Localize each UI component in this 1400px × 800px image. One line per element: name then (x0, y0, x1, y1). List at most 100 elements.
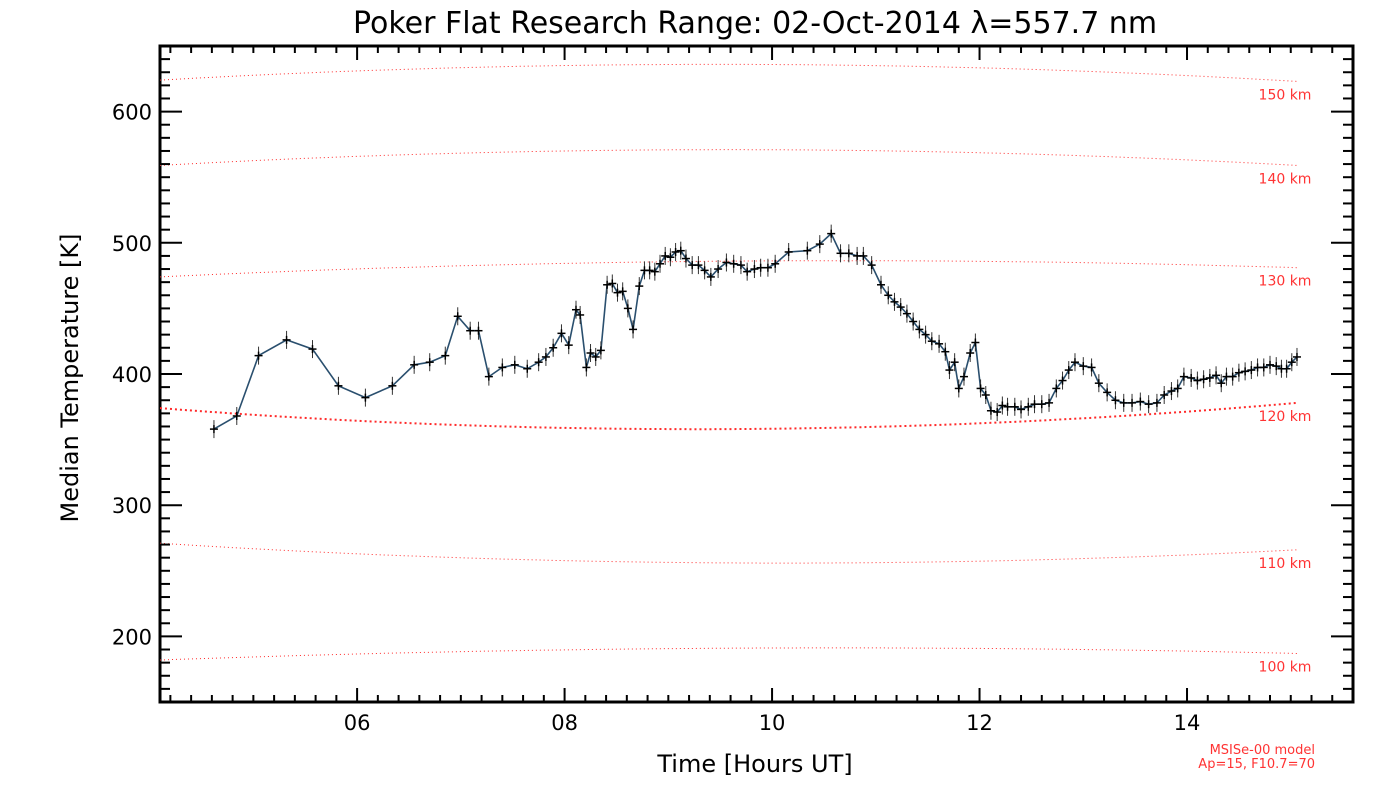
model-curve-5 (159, 647, 1298, 661)
data-point (890, 292, 899, 311)
data-point (1094, 374, 1103, 393)
x-tick-label-1: 08 (551, 711, 578, 735)
data-point (1079, 357, 1088, 376)
data-point (756, 258, 765, 277)
data-point (629, 320, 638, 339)
data-point (534, 353, 543, 372)
data-point (729, 254, 738, 273)
data-point (1173, 379, 1182, 398)
data-point (635, 277, 644, 296)
plot-frame (158, 44, 1355, 704)
data-point (1128, 393, 1137, 412)
data-point (1234, 363, 1243, 382)
data-point (410, 355, 419, 374)
data-point (1037, 395, 1046, 414)
data-point (876, 275, 885, 294)
data-point (582, 358, 591, 377)
temperature-series (209, 224, 1301, 439)
data-point (466, 321, 475, 340)
data-point (935, 334, 944, 353)
data-point (645, 261, 654, 280)
data-point (750, 260, 759, 279)
data-point (474, 321, 483, 340)
data-point (1266, 355, 1275, 374)
data-point (1205, 368, 1214, 387)
data-point (1199, 370, 1208, 389)
data-point (388, 376, 397, 395)
data-point (523, 359, 532, 378)
data-point (743, 262, 752, 281)
data-point (510, 355, 519, 374)
model-curve-label-1: 140 km (1259, 171, 1312, 187)
data-point (1259, 358, 1268, 377)
data-point (959, 367, 968, 386)
model-curve-4 (159, 542, 1298, 564)
data-point (618, 282, 627, 301)
data-point (1241, 362, 1250, 381)
data-point (209, 420, 218, 439)
data-point (1058, 371, 1067, 390)
data-point (498, 358, 507, 377)
model-curve-label-0: 150 km (1259, 87, 1312, 103)
data-point (623, 299, 632, 318)
model-curve-label-5: 100 km (1259, 659, 1312, 675)
data-point (425, 353, 434, 372)
data-point (884, 286, 893, 305)
data-point (998, 396, 1007, 415)
data-point (453, 307, 462, 326)
data-point (586, 344, 595, 363)
data-point (681, 249, 690, 268)
data-point (927, 332, 936, 351)
data-point (896, 298, 905, 317)
data-point (1292, 347, 1301, 366)
data-point (1103, 383, 1112, 402)
data-point (666, 248, 675, 267)
data-point (1064, 361, 1073, 380)
data-point (736, 256, 745, 275)
data-point (1045, 393, 1054, 412)
data-point (971, 333, 980, 352)
data-point (603, 275, 612, 294)
data-point (1228, 367, 1237, 386)
model-curve-0 (159, 63, 1298, 82)
chart-title: Poker Flat Research Range: 02-Oct-2014 λ… (353, 6, 1157, 41)
data-point (950, 353, 959, 372)
data-point (1136, 392, 1145, 411)
data-point (714, 260, 723, 279)
data-point (671, 242, 680, 261)
data-point (541, 347, 550, 366)
data-point (484, 367, 493, 386)
data-point (909, 312, 918, 331)
data-point (976, 379, 985, 398)
data-point (915, 320, 924, 339)
data-point (1193, 371, 1202, 390)
data-point (1052, 379, 1061, 398)
data-point (902, 304, 911, 323)
series-line-0 (213, 232, 1298, 430)
data-point (966, 344, 975, 363)
data-point (1287, 353, 1296, 372)
data-point (981, 385, 990, 404)
data-point (706, 267, 715, 286)
data-point (308, 340, 317, 359)
data-point (1212, 366, 1221, 385)
model-curve-1 (159, 149, 1298, 166)
data-point (815, 235, 824, 254)
data-point (1247, 361, 1256, 380)
model-curve-3 (159, 401, 1298, 431)
data-point (694, 256, 703, 275)
data-point (650, 262, 659, 281)
data-point (867, 256, 876, 275)
data-point (282, 330, 291, 349)
data-point (1217, 374, 1226, 393)
data-point (1119, 393, 1128, 412)
data-point (836, 244, 845, 263)
y-tick-label-4: 600 (112, 101, 152, 125)
model-note-name: MSISe-00 model (1210, 743, 1315, 758)
data-point (993, 403, 1002, 422)
data-point (1144, 395, 1153, 414)
data-point (564, 336, 573, 355)
data-point (1152, 393, 1161, 412)
data-point (361, 388, 370, 407)
